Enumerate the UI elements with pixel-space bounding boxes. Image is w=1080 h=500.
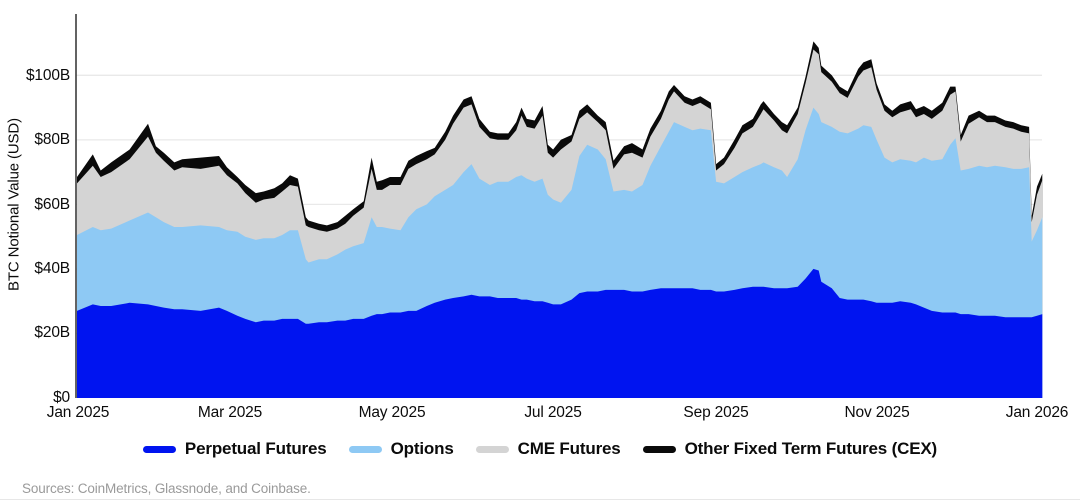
series-area-perpetual-futures bbox=[77, 268, 1043, 398]
legend-item-perpetual-futures: Perpetual Futures bbox=[142, 439, 327, 459]
y-tick-0: $0 bbox=[53, 389, 70, 406]
legend-swatch-options bbox=[348, 445, 382, 453]
legend-label-cme-futures: CME Futures bbox=[517, 439, 621, 458]
y-tick-20: $20B bbox=[34, 324, 70, 341]
x-tick-nov-2025: Nov 2025 bbox=[844, 404, 910, 421]
legend-swatch-other-fixed-term-futures bbox=[642, 445, 676, 453]
x-tick-jul-2025: Jul 2025 bbox=[524, 404, 582, 421]
legend-label-options: Options bbox=[390, 439, 454, 458]
x-tick-sep-2025: Sep 2025 bbox=[683, 404, 749, 421]
legend: Perpetual Futures Options CME Futures Ot… bbox=[0, 439, 1080, 459]
y-tick-40: $40B bbox=[34, 260, 70, 277]
y-tick-100: $100B bbox=[25, 67, 70, 84]
x-tick-jan-2026: Jan 2026 bbox=[1005, 404, 1069, 421]
chart-canvas bbox=[75, 14, 1043, 399]
legend-item-other-fixed-term-futures: Other Fixed Term Futures (CEX) bbox=[642, 439, 938, 459]
x-tick-mar-2025: Mar 2025 bbox=[197, 404, 263, 421]
y-tick-80: $80B bbox=[34, 131, 70, 148]
x-tick-may-2025: May 2025 bbox=[358, 404, 426, 421]
legend-item-options: Options bbox=[348, 439, 454, 459]
legend-swatch-cme-futures bbox=[475, 445, 509, 453]
legend-label-other-fixed-term-futures: Other Fixed Term Futures (CEX) bbox=[684, 439, 938, 458]
y-tick-60: $60B bbox=[34, 196, 70, 213]
legend-item-cme-futures: CME Futures bbox=[475, 439, 621, 459]
legend-label-perpetual-futures: Perpetual Futures bbox=[184, 439, 327, 458]
sources-note: Sources: CoinMetrics, Glassnode, and Coi… bbox=[22, 481, 311, 496]
x-tick-jan-2025: Jan 2025 bbox=[46, 404, 110, 421]
legend-swatch-perpetual-futures bbox=[142, 445, 176, 453]
